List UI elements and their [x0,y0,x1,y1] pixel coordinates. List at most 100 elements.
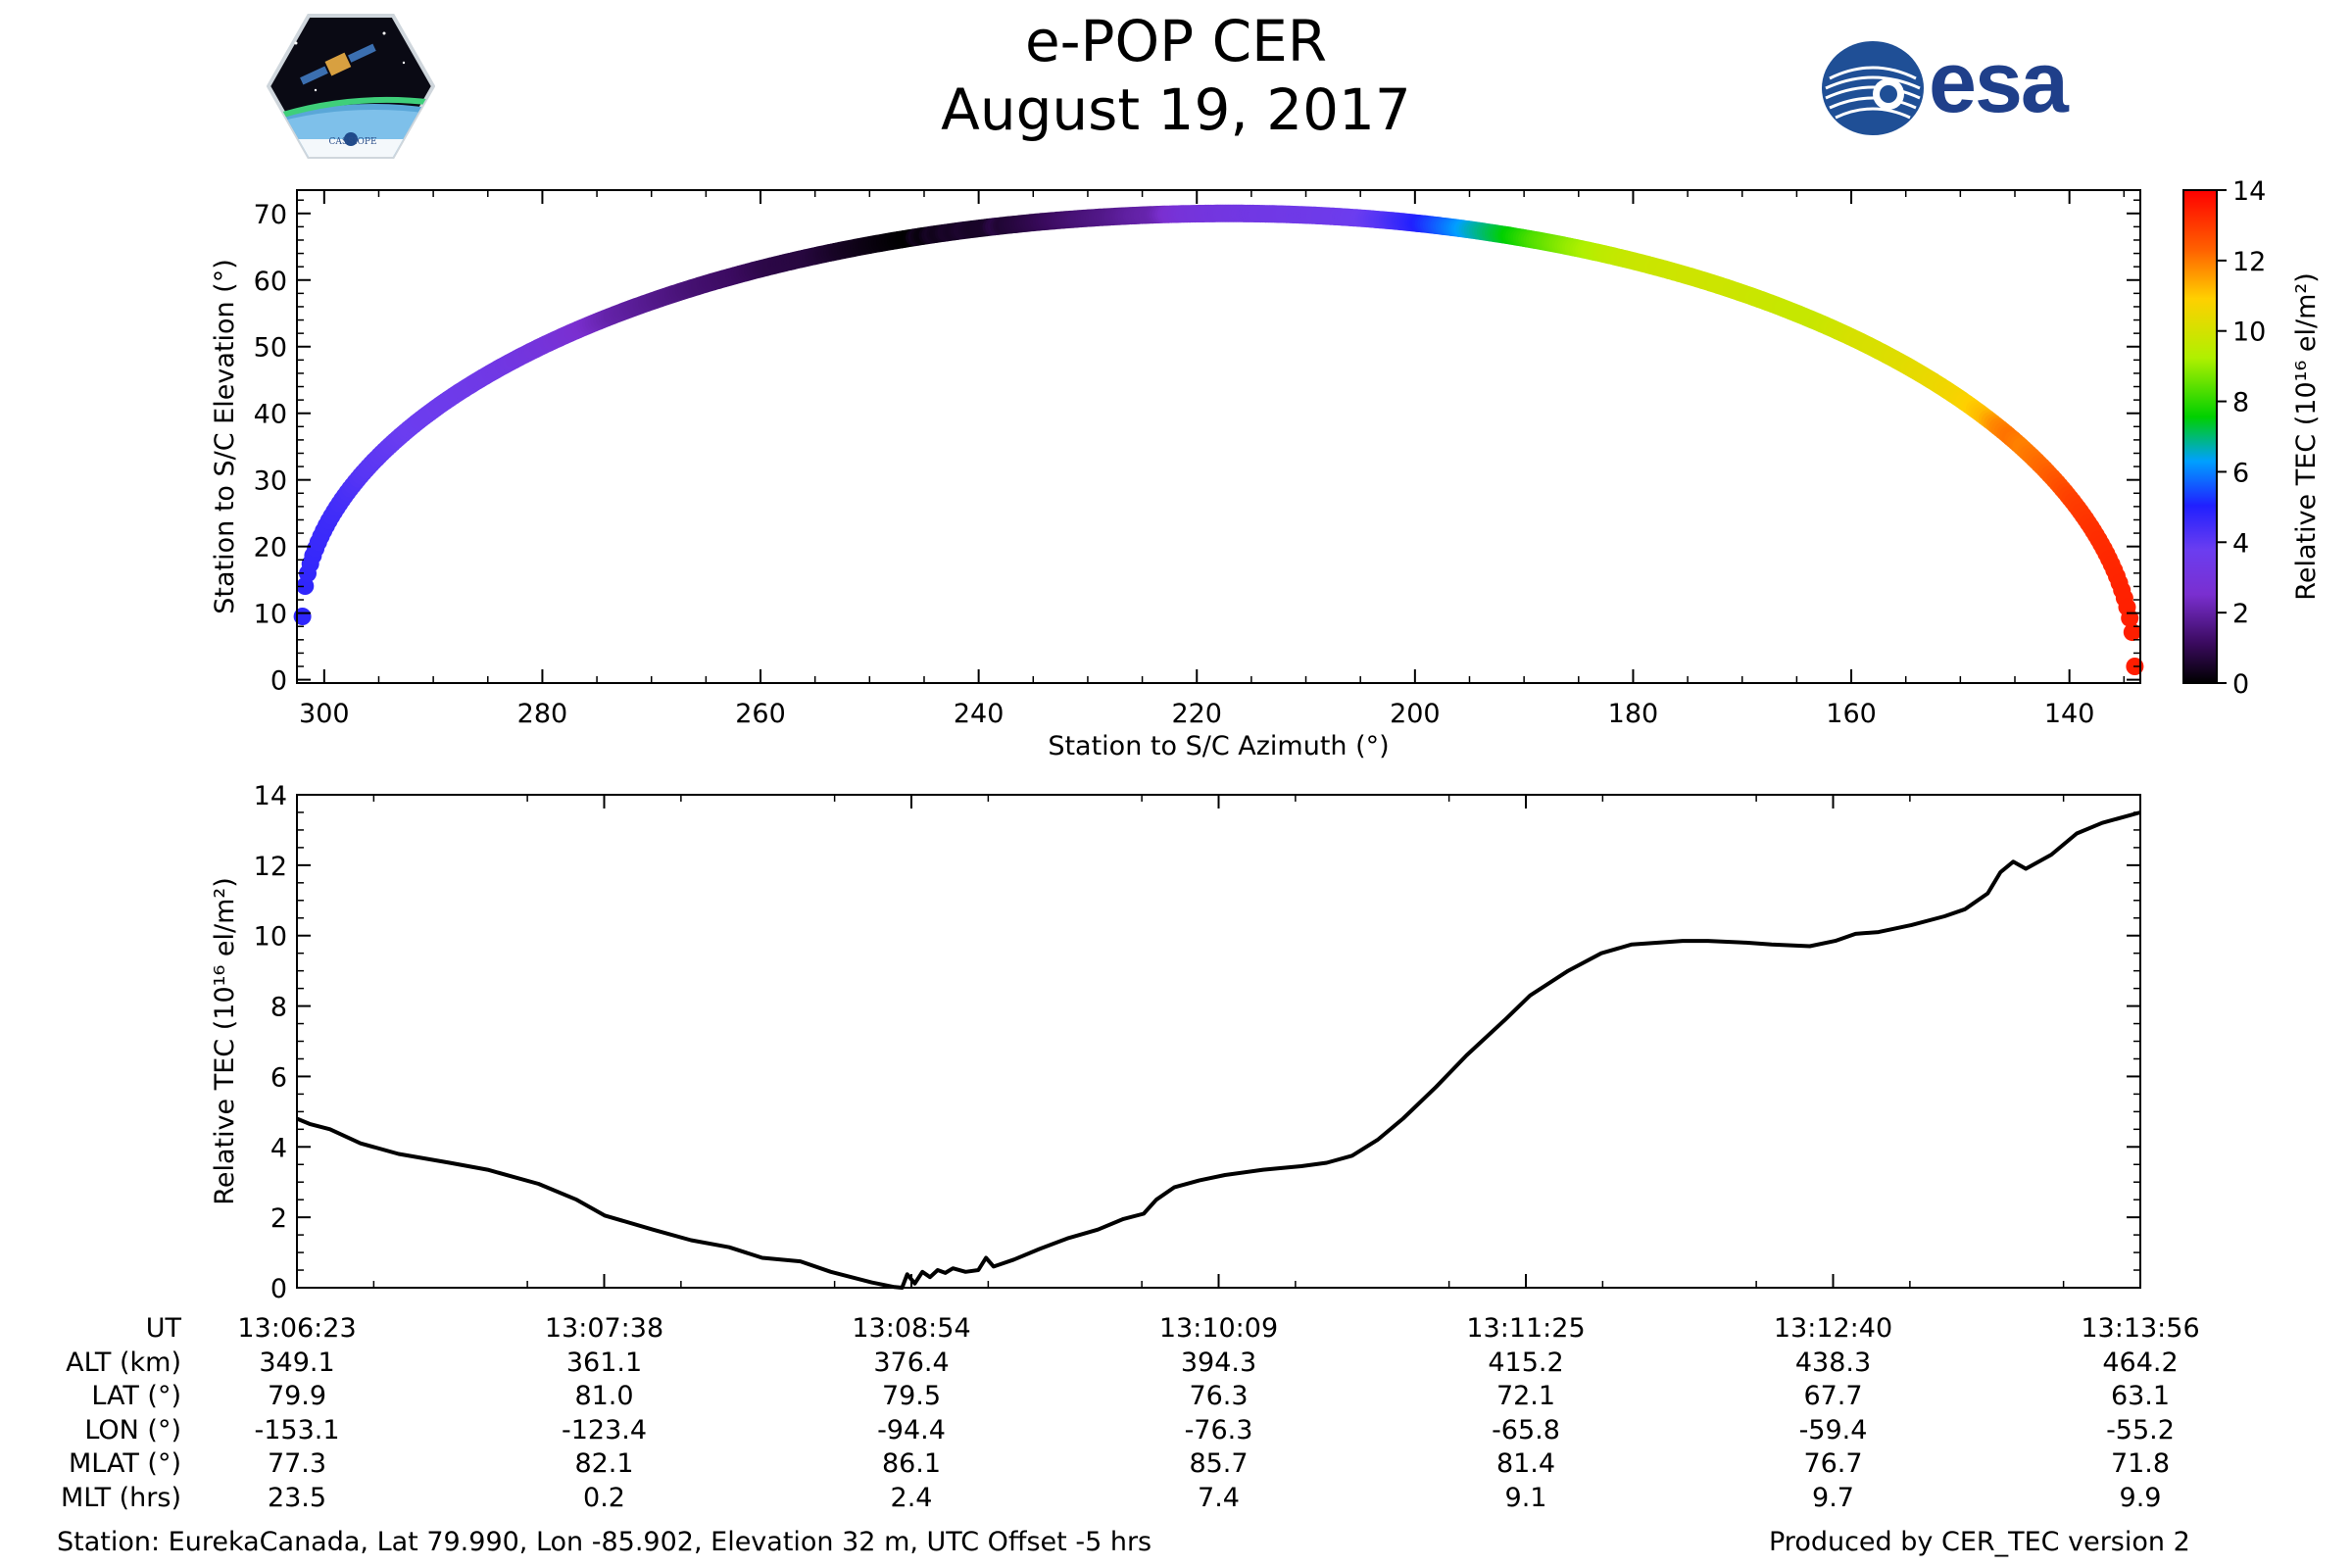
produced-footer: Produced by CER_TEC version 2 [1769,1527,2190,1557]
table-row-label: UT [145,1313,181,1344]
x-tick-label: 200 [1390,699,1441,729]
table-cell: 76.7 [1803,1448,1863,1479]
table-cell: 86.1 [881,1448,942,1479]
esa-logo-mark [1822,41,1924,135]
colorbar-gradient [2182,189,2218,684]
y-tick-label: 6 [270,1062,287,1093]
colorbar-tick-label: 14 [2232,176,2266,207]
y-tick-label: 4 [270,1133,287,1163]
colorbar-tick-label: 2 [2232,599,2249,629]
table-cell: 67.7 [1803,1381,1863,1411]
plot-frame [296,794,2141,1289]
table-cell: 77.3 [267,1448,327,1479]
colorbar-tick-label: 0 [2232,669,2249,700]
table-row-label: MLT (hrs) [60,1482,181,1513]
table-cell: 9.9 [2119,1482,2162,1513]
x-tick-label: 180 [1608,699,1659,729]
table-cell: 23.5 [267,1482,327,1513]
table-cell: 13:08:54 [852,1313,971,1344]
y-tick-label: 60 [254,267,287,297]
table-cell: 13:10:09 [1158,1313,1279,1344]
colorbar-tick-label: 12 [2232,247,2266,277]
y-tick-label: 40 [254,400,287,430]
table-cell: 464.2 [2102,1347,2179,1378]
table-cell: 438.3 [1794,1347,1872,1378]
scatter-points [293,204,2144,675]
table-cell: 9.1 [1504,1482,1547,1513]
x-tick-label: 140 [2044,699,2095,729]
table-cell: 81.0 [574,1381,634,1411]
esa-logo-text: esa [1929,33,2069,130]
table-cell: -59.4 [1798,1414,1868,1446]
table-cell: 79.9 [267,1381,327,1411]
table-cell: 79.5 [881,1381,942,1411]
table-cell: 13:13:56 [2081,1313,2200,1344]
x-tick-label: 160 [1826,699,1877,729]
table-cell: -76.3 [1184,1414,1253,1446]
y-axis-label: Station to S/C Elevation (°) [210,259,240,614]
table-cell: 349.1 [259,1347,335,1378]
colorbar-label: Relative TEC (10¹⁶ el/m²) [2291,272,2322,600]
tec-plot: 0 2 4 6 8 10 12 14 Relative TEC (10¹⁶ el/m²) [210,781,2141,1304]
cassiope-logo-text: CASSIOPE [328,137,377,147]
table-cell: 2.4 [890,1482,933,1513]
colorbar-tick-label: 8 [2232,388,2249,418]
table-cell: 13:07:38 [544,1313,664,1344]
table-cell: 63.1 [2110,1381,2171,1411]
table-cell: 7.4 [1198,1482,1240,1513]
figure-date: August 19, 2017 [941,76,1411,143]
x-axis-label: Station to S/C Azimuth (°) [1048,731,1389,761]
scatter-point [2123,623,2141,642]
table-cell: -55.2 [2106,1414,2175,1446]
table-cell: 9.7 [1812,1482,1854,1513]
table-cell: 376.4 [873,1347,950,1378]
y-tick-label: 30 [254,466,287,497]
table-cell: 82.1 [574,1448,634,1479]
table-cell: 13:06:23 [237,1313,357,1344]
y-axis-label: Relative TEC (10¹⁶ el/m²) [210,877,240,1204]
x-tick-label: 220 [1171,699,1222,729]
y-tick-label: 2 [270,1203,287,1234]
table-row-label: ALT (km) [66,1347,181,1378]
table-row-label: MLAT (°) [69,1448,181,1479]
table-row-label: LAT (°) [91,1381,181,1411]
table-cell: 415.2 [1488,1347,1564,1378]
y-tick-label: 50 [254,333,287,364]
table-cell: 13:11:25 [1466,1313,1586,1344]
x-tick-label: 260 [735,699,786,729]
table-cell: 85.7 [1189,1448,1249,1479]
y-tick-label: 12 [254,852,287,882]
table-cell: 13:12:40 [1773,1313,1893,1344]
y-tick-label: 20 [254,533,287,564]
plot-frame [296,189,2141,684]
table-cell: 361.1 [565,1347,643,1378]
y-tick-label: 0 [270,1274,287,1304]
scatter-point [293,608,312,625]
colorbar-tick-label: 4 [2232,528,2249,559]
station-footer: Station: EurekaCanada, Lat 79.990, Lon -… [57,1527,1152,1557]
table-cell: -123.4 [561,1414,648,1446]
colorbar-tick-label: 10 [2232,318,2266,348]
table-cell: 394.3 [1180,1347,1257,1378]
x-tick-label: 240 [954,699,1004,729]
y-tick-label: 10 [254,922,287,953]
cassiope-logo [267,14,435,159]
table-cell: 81.4 [1495,1448,1556,1479]
table-cell: -153.1 [254,1414,340,1446]
y-tick-label: 0 [270,666,287,697]
table-cell: 76.3 [1189,1381,1249,1411]
y-tick-label: 70 [254,200,287,230]
x-tick-label: 300 [299,699,350,729]
tec-line [296,810,2141,1290]
x-tick-label: 280 [517,699,568,729]
table-cell: 0.2 [583,1482,625,1513]
table-row-label: LON (°) [84,1414,181,1446]
colorbar-tick-label: 6 [2232,458,2249,488]
table-cell: 71.8 [2110,1448,2171,1479]
figure-title: e-POP CER [1024,8,1328,74]
table-cell: -65.8 [1492,1414,1560,1446]
table-cell: -94.4 [877,1414,946,1446]
colorbar: 0 2 4 6 8 10 12 14 Relative TEC (10¹⁶ el/m²) [2182,176,2322,700]
